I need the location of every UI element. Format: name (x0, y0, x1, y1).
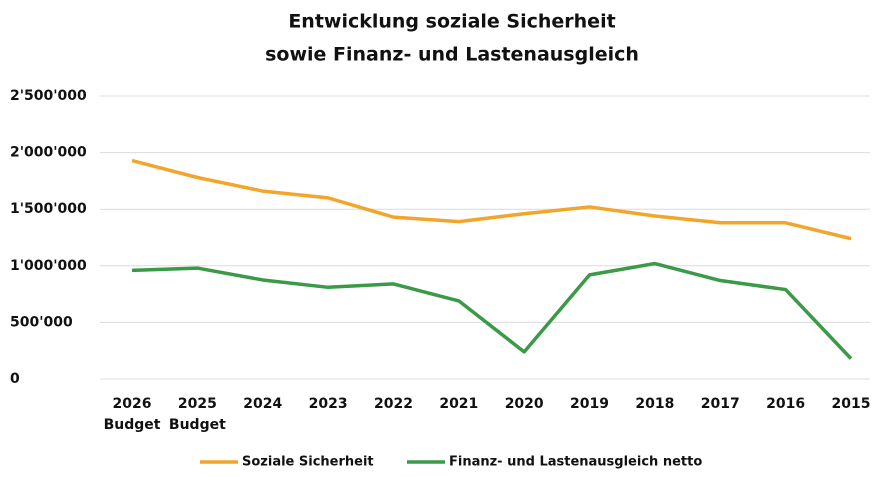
x-tick-label: 2019 (570, 396, 609, 412)
x-tick-label: 2017 (701, 396, 740, 412)
line-series (131, 158, 852, 241)
chart-title: Entwicklung soziale Sicherheit (288, 11, 615, 33)
x-tick-label: 2020 (505, 396, 544, 412)
x-tick-label: 2018 (635, 396, 674, 412)
legend-label: Soziale Sicherheit (242, 455, 374, 470)
y-tick-label: 1'000'000 (10, 258, 87, 274)
chart-title: sowie Finanz- und Lastenausgleich (265, 44, 639, 66)
x-tick-label: 2022 (374, 396, 413, 412)
y-tick-label: 2'500'000 (10, 88, 87, 104)
x-tick-label: 2021 (439, 396, 478, 412)
y-tick-label: 1'500'000 (10, 201, 87, 217)
line-series (131, 261, 853, 360)
legend-label: Finanz- und Lastenausgleich netto (449, 455, 702, 470)
y-tick-label: 2'000'000 (10, 145, 87, 161)
y-tick-label: 500'000 (10, 314, 73, 330)
x-tick-label: 2024 (243, 396, 282, 412)
y-tick-label: 0 (10, 371, 20, 387)
x-tick-label: 2026 Budget (104, 396, 161, 433)
x-tick-label: 2023 (309, 396, 348, 412)
x-tick-label: 2016 (766, 396, 805, 412)
x-tick-label: 2025 Budget (169, 396, 226, 433)
x-tick-label: 2015 (832, 396, 871, 412)
